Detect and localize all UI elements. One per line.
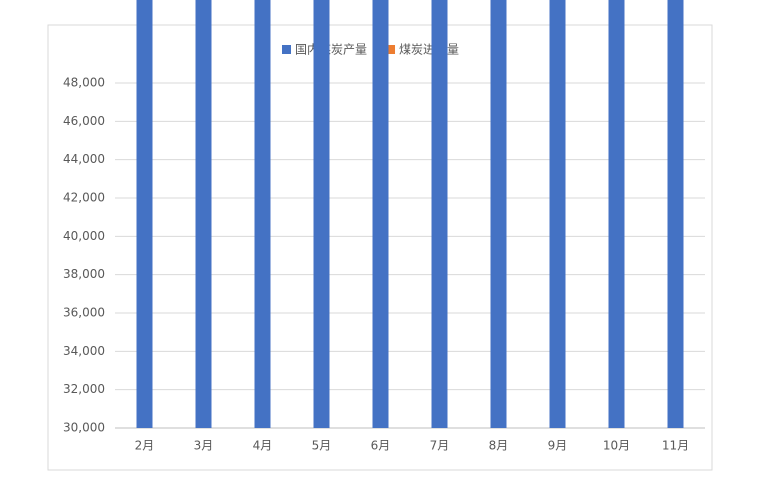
x-tick-label: 4月: [253, 439, 273, 453]
y-tick-label: 46,000: [63, 114, 105, 128]
legend-swatch: [282, 45, 291, 54]
y-tick-label: 36,000: [63, 306, 105, 320]
bar-segment: [313, 0, 330, 429]
bar-segment: [195, 0, 212, 429]
bar-segment: [254, 0, 271, 428]
x-tick-label: 8月: [489, 439, 509, 453]
bar-segment: [667, 0, 684, 428]
bar-segment: [136, 0, 153, 428]
y-tick-label: 38,000: [63, 267, 105, 281]
legend-swatch: [386, 45, 396, 54]
x-tick-label: 5月: [312, 439, 332, 453]
bar-segment: [372, 0, 389, 428]
y-tick-label: 44,000: [63, 152, 105, 166]
x-tick-label: 6月: [371, 439, 391, 453]
y-tick-label: 34,000: [63, 344, 105, 358]
x-tick-label: 11月: [662, 439, 689, 453]
bar-segment: [431, 0, 448, 428]
y-tick-label: 42,000: [63, 191, 105, 205]
y-tick-label: 48,000: [63, 76, 105, 90]
x-tick-label: 3月: [194, 439, 214, 453]
y-tick-label: 40,000: [63, 229, 105, 243]
y-tick-label: 32,000: [63, 382, 105, 396]
legend-label: 国内煤炭产量: [295, 43, 367, 57]
x-tick-label: 10月: [603, 439, 630, 453]
bar-segment: [549, 0, 566, 429]
legend-label: 煤炭进口量: [399, 43, 459, 57]
x-tick-label: 2月: [135, 439, 155, 453]
bar-segment: [490, 0, 507, 428]
x-tick-label: 9月: [548, 439, 568, 453]
y-tick-label: 30,000: [63, 421, 105, 435]
x-tick-label: 7月: [430, 439, 450, 453]
bar-segment: [608, 0, 625, 428]
